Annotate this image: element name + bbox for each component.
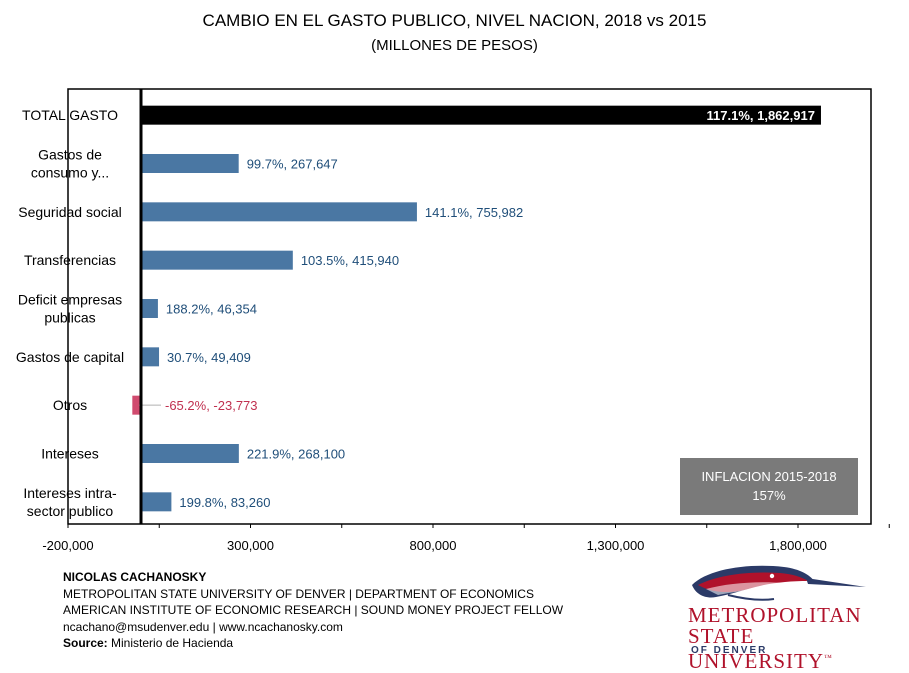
bar (141, 250, 293, 270)
logo-line-3: OF DENVER (691, 645, 768, 656)
category-label: consumo y... (31, 165, 109, 181)
x-tick-label: 800,000 (410, 538, 457, 553)
category-label: Transferencias (24, 252, 116, 268)
footer-affiliation-2: AMERICAN INSTITUTE OF ECONOMIC RESEARCH … (63, 603, 564, 617)
bar (141, 202, 417, 222)
inflation-annotation-title: INFLACION 2015-2018 (701, 469, 837, 484)
footer-contact: ncachano@msudenver.edu | www.ncachanosky… (63, 619, 343, 634)
x-tick-label: 1,800,000 (769, 538, 827, 553)
data-label: 99.7%, 267,647 (247, 157, 338, 172)
category-label: Otros (53, 397, 87, 413)
logo-wordmark: METROPOLITAN STATE UNIVERSITY™ (688, 605, 878, 672)
category-label: Seguridad social (18, 204, 122, 220)
category-label: publicas (44, 310, 95, 326)
category-label: Intereses intra- (23, 485, 117, 501)
x-tick-label: -200,000 (42, 538, 93, 553)
footer-author: NICOLAS CACHANOSKY (63, 570, 207, 584)
logo-line-1: METROPOLITAN (688, 603, 862, 627)
inflation-annotation-value: 157% (752, 488, 786, 503)
roadrunner-logo-icon (692, 565, 866, 601)
category-label: Gastos de (38, 147, 102, 163)
category-label: Gastos de capital (16, 349, 124, 365)
chart-subtitle: (MILLONES DE PESOS) (371, 37, 538, 54)
category-label: TOTAL GASTO (22, 107, 118, 123)
x-tick-label: 300,000 (227, 538, 274, 553)
footer-source: Source: Ministerio de Hacienda (63, 636, 234, 650)
data-label: 103.5%, 415,940 (301, 253, 399, 268)
footer-credits: NICOLAS CACHANOSKY METROPOLITAN STATE UN… (63, 569, 563, 652)
data-label: 221.9%, 268,100 (247, 447, 345, 462)
data-label: 141.1%, 755,982 (425, 205, 523, 220)
data-label: 30.7%, 49,409 (167, 350, 251, 365)
footer-affiliation-1: METROPOLITAN STATE UNIVERSITY OF DENVER … (63, 586, 534, 601)
bar (132, 395, 141, 415)
data-label: 117.1%, 1,862,917 (707, 108, 815, 123)
data-label: 188.2%, 46,354 (166, 302, 257, 317)
chart-title: CAMBIO EN EL GASTO PUBLICO, NIVEL NACION… (202, 11, 707, 30)
inflation-annotation-box: INFLACION 2015-2018 157% (680, 458, 858, 515)
plot-area-border (67, 88, 872, 525)
data-label: -65.2%, -23,773 (165, 398, 258, 413)
category-label: sector publico (27, 503, 114, 519)
category-label: Deficit empresas (18, 292, 122, 308)
bar (141, 299, 158, 318)
bar (141, 492, 172, 512)
data-label: 199.8%, 83,260 (179, 495, 270, 510)
category-label: Intereses (41, 446, 99, 462)
university-logo: METROPOLITAN STATE UNIVERSITY™ OF DENVER (688, 563, 878, 672)
x-tick-label: 1,300,000 (587, 538, 645, 553)
bar (141, 347, 160, 367)
bar (141, 154, 239, 173)
bar (141, 444, 239, 463)
bar (141, 105, 821, 125)
